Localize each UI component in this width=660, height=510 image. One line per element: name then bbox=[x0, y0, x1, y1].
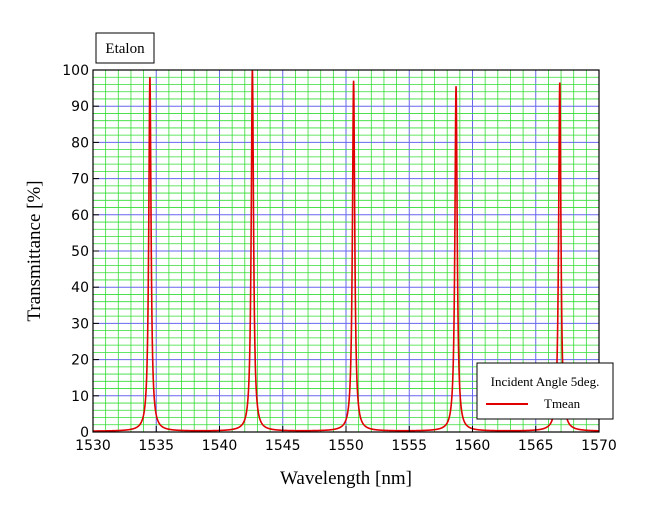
y-tick-label: 70 bbox=[71, 172, 89, 188]
x-tick-label: 1560 bbox=[455, 438, 491, 454]
x-tick-label: 1545 bbox=[265, 438, 301, 454]
y-tick-label: 50 bbox=[71, 244, 89, 260]
y-tick-label: 60 bbox=[71, 208, 89, 224]
legend-title: Incident Angle 5deg. bbox=[491, 374, 600, 389]
legend: Incident Angle 5deg. Tmean bbox=[476, 362, 614, 420]
y-tick-label: 0 bbox=[80, 425, 89, 441]
y-tick-label: 90 bbox=[71, 99, 89, 115]
y-tick-label: 100 bbox=[62, 63, 89, 79]
y-tick-label: 10 bbox=[71, 389, 89, 405]
x-tick-label: 1550 bbox=[328, 438, 364, 454]
y-tick-label: 80 bbox=[71, 135, 89, 151]
x-tick-label: 1530 bbox=[75, 438, 111, 454]
x-tick-label: 1570 bbox=[581, 438, 617, 454]
x-tick-label: 1540 bbox=[202, 438, 238, 454]
axis-ticks: 1530 1535 1540 1545 1550 1555 1560 1565 1570 0 10 2… bbox=[62, 63, 617, 454]
y-axis-title: Transmittance [%] bbox=[24, 180, 45, 321]
y-tick-label: 40 bbox=[71, 280, 89, 296]
y-tick-label: 20 bbox=[71, 353, 89, 369]
legend-entry-tmean: Tmean bbox=[544, 396, 581, 411]
series-line-tmean bbox=[93, 69, 599, 432]
y-tick-label: 30 bbox=[71, 316, 89, 332]
title-box: Etalon bbox=[95, 32, 155, 64]
title-box-text: Etalon bbox=[105, 41, 145, 57]
x-axis-title: Wavelength [nm] bbox=[280, 468, 412, 489]
x-tick-label: 1535 bbox=[138, 438, 174, 454]
x-tick-label: 1565 bbox=[518, 438, 554, 454]
x-tick-label: 1555 bbox=[391, 438, 427, 454]
